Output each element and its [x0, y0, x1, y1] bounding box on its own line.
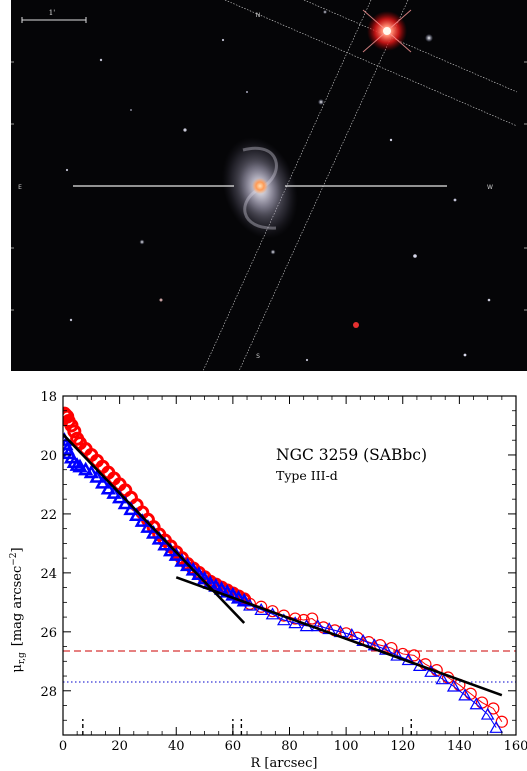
data-point-g — [78, 461, 94, 476]
x-tick-label: 100 — [334, 739, 359, 754]
x-axis-label: R [arcsec] — [251, 756, 318, 771]
data-point-g — [277, 613, 291, 626]
field-star — [305, 358, 309, 362]
field-star — [270, 249, 276, 255]
scale-bar — [21, 17, 87, 23]
data-point-g — [100, 480, 116, 495]
field-star — [453, 198, 457, 202]
y-tick-label: 22 — [40, 508, 57, 523]
profile-type-annotation: Type III-d — [276, 468, 338, 483]
data-point-g — [458, 688, 472, 701]
field-star — [389, 138, 393, 142]
field-star — [65, 168, 69, 172]
y-tick-label: 20 — [40, 449, 57, 464]
data-point-g — [83, 464, 99, 479]
reticle-line — [202, 0, 372, 371]
fit-line-inner — [63, 433, 246, 624]
x-tick-label: 80 — [281, 739, 298, 754]
field-star — [130, 109, 132, 111]
field-stars — [65, 10, 491, 362]
profile-chart-svg: 0 20 40 60 80 100 120 140 160 18 20 22 24 26 28 NGC 32… — [9, 390, 527, 771]
bright-red-star — [362, 9, 412, 53]
reticle-diagonal-lines — [202, 0, 518, 371]
field-star — [246, 91, 248, 93]
scale-bar-label: 1' — [49, 9, 55, 17]
galaxy-image-svg: 1' N S E W — [11, 0, 527, 371]
data-point-g — [185, 561, 201, 576]
data-point-g — [95, 474, 111, 489]
reticle-line — [238, 0, 409, 371]
x-tick-label: 0 — [59, 739, 67, 754]
field-star — [323, 10, 327, 14]
x-tick-label: 120 — [390, 739, 415, 754]
compass-east-label: E — [18, 184, 22, 191]
data-point-g — [311, 619, 325, 632]
series-line-g — [243, 600, 497, 728]
y-tick-label: 24 — [40, 567, 57, 582]
y-axis-label: μr,g[mag arcsec−2] — [9, 547, 27, 672]
fit-lines — [63, 433, 503, 697]
field-star — [413, 254, 417, 258]
x-tick-label: 60 — [225, 739, 242, 754]
reticle-line — [224, 0, 518, 127]
reticle-line — [303, 0, 518, 93]
x-tick-label: 160 — [504, 739, 527, 754]
field-star — [318, 99, 324, 105]
axis-ticks: 0 20 40 60 80 100 120 140 160 18 20 22 24 26 28 — [40, 390, 527, 754]
field-star — [159, 298, 163, 302]
series-line-r — [243, 599, 503, 723]
x-tick-label: 20 — [111, 739, 128, 754]
data-point-g — [69, 457, 85, 471]
data-point-g — [480, 707, 495, 720]
galaxy-ngc3259 — [222, 137, 298, 239]
data-point-g — [435, 672, 450, 685]
x-tick-label: 140 — [447, 739, 472, 754]
y-tick-label: 18 — [40, 390, 57, 405]
field-star — [463, 353, 467, 357]
fit-line-outer — [175, 576, 503, 697]
y-tick-label: 26 — [40, 626, 57, 641]
data-point-g — [225, 586, 241, 601]
compass-north-label: N — [256, 12, 261, 19]
field-star — [425, 34, 433, 42]
compass-south-label: S — [256, 353, 260, 360]
data-point-g — [446, 679, 461, 692]
field-star — [353, 322, 359, 328]
data-point-g — [344, 628, 359, 641]
data-point-r — [243, 597, 256, 610]
data-point-g — [72, 458, 88, 473]
data-point-g — [89, 468, 105, 483]
data-point-g — [469, 697, 484, 710]
x-tick-label: 40 — [168, 739, 185, 754]
field-star — [69, 318, 73, 322]
data-point-g — [179, 557, 196, 572]
frame-ticks — [11, 61, 527, 311]
data-point-r — [306, 612, 319, 625]
data-point-g — [489, 720, 503, 733]
data-point-g — [230, 589, 247, 604]
field-star — [139, 239, 145, 245]
compass-west-label: W — [487, 184, 493, 191]
surface-brightness-profile: 0 20 40 60 80 100 120 140 160 18 20 22 24 26 28 NGC 32… — [0, 380, 527, 771]
field-star — [183, 128, 187, 132]
galaxy-name-annotation: NGC 3259 (SABbc) — [276, 446, 427, 464]
field-star — [99, 58, 103, 62]
data-point-g — [106, 485, 122, 499]
y-tick-label: 28 — [40, 685, 57, 700]
field-star — [221, 38, 225, 42]
limit-lines — [63, 650, 516, 683]
galaxy-image-panel: 1' N S E W — [11, 0, 527, 371]
field-star — [487, 298, 491, 302]
data-point-r — [67, 424, 82, 439]
